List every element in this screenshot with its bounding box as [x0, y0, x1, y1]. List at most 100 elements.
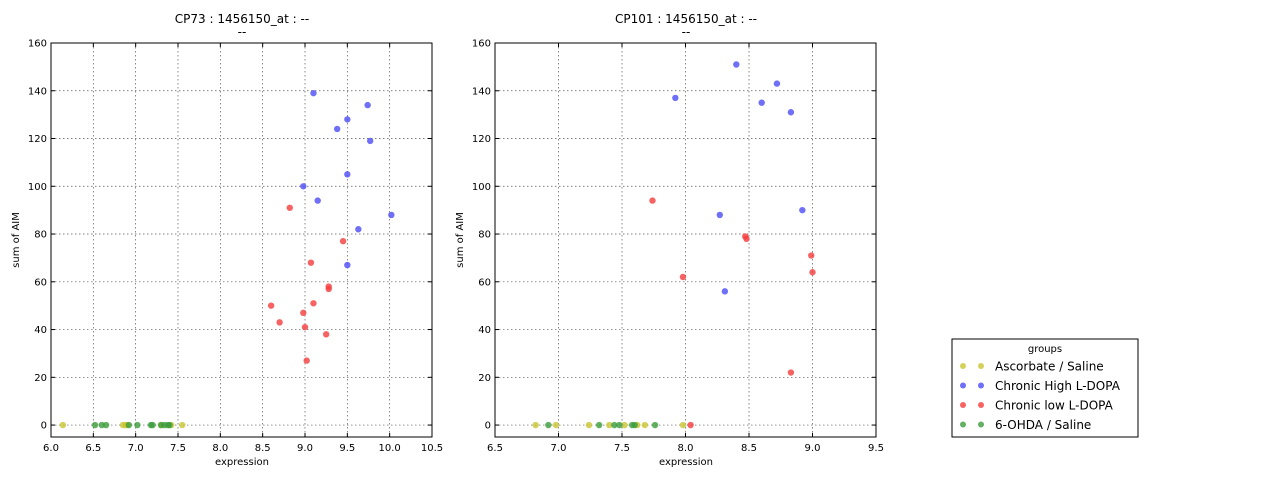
series [91, 421, 173, 429]
data-point [631, 421, 638, 429]
x-tick-label: 9.5 [868, 443, 884, 454]
y-tick-label: 40 [478, 325, 491, 336]
x-axis-label: expression [215, 457, 269, 468]
x-tick-label: 6.0 [43, 443, 59, 454]
legend-label: Chronic High L-DOPA [995, 379, 1121, 393]
y-tick-label: 140 [28, 86, 47, 97]
x-tick-label: 10.5 [421, 443, 443, 454]
data-point [809, 269, 816, 276]
data-point [366, 137, 374, 145]
data-point [733, 61, 740, 68]
data-point [651, 421, 659, 429]
x-tick-label: 7.0 [551, 443, 567, 454]
legend-marker [978, 363, 984, 369]
y-tick-label: 60 [34, 277, 47, 288]
data-point [649, 197, 656, 204]
x-axis-label: expression [659, 457, 713, 468]
data-point [300, 183, 307, 190]
legend-label: Chronic low L-DOPA [995, 399, 1114, 413]
data-point [59, 421, 67, 429]
x-tick-label: 7.0 [128, 443, 144, 454]
x-tick-label: 8.5 [741, 443, 757, 454]
data-point [364, 101, 371, 109]
y-tick-label: 120 [472, 134, 491, 145]
x-tick-label: 8.0 [212, 443, 228, 454]
data-point [616, 421, 623, 429]
y-tick-label: 160 [472, 39, 491, 50]
data-point [545, 421, 552, 429]
data-point [721, 288, 729, 295]
series [300, 89, 395, 269]
data-point [595, 421, 603, 429]
data-point [344, 116, 351, 123]
data-points [59, 89, 395, 429]
x-tick-label: 10.0 [379, 443, 401, 454]
data-point [325, 285, 332, 293]
data-point [787, 369, 795, 376]
data-point [773, 80, 781, 87]
data-point [355, 226, 362, 233]
plot-frame [50, 42, 433, 438]
data-point [333, 125, 341, 133]
legend-marker [978, 382, 984, 389]
ticks: 6.0 6.5 7.0 7.5 8.0 8.5 9.0 9.5 10.0 10.5 0 20 40 60 8… [28, 39, 443, 455]
legend-marker [960, 421, 966, 428]
chart-panel-cp101: CP101 : 1456150_at : -- -- expression su… [455, 12, 884, 468]
data-points [532, 61, 816, 429]
chart-title: CP73 : 1456150_at : -- [175, 12, 309, 26]
y-tick-label: 20 [478, 373, 491, 384]
data-point [310, 89, 317, 97]
series [672, 61, 806, 295]
data-point [672, 94, 679, 102]
y-tick-label: 140 [472, 86, 491, 97]
data-point [339, 237, 347, 245]
y-tick-label: 100 [28, 182, 47, 193]
data-point [102, 421, 110, 429]
x-tick-label: 8.0 [678, 443, 694, 454]
data-point [286, 204, 293, 211]
data-point [179, 421, 186, 429]
legend-marker [978, 421, 984, 428]
y-axis-label: sum of AIM [455, 212, 466, 268]
chart-title: CP101 : 1456150_at : -- [615, 12, 757, 26]
y-tick-label: 80 [478, 230, 491, 241]
data-point [808, 252, 815, 259]
data-point [532, 421, 539, 429]
grid [50, 42, 433, 437]
data-point [322, 331, 330, 338]
legend-frame [951, 338, 1139, 438]
y-tick-label: 0 [485, 421, 491, 432]
data-point [300, 309, 307, 317]
y-tick-label: 160 [28, 39, 47, 50]
y-axis-label: sum of AIM [11, 212, 22, 268]
data-point [310, 300, 317, 307]
data-point [125, 421, 133, 429]
data-point [344, 171, 351, 178]
x-tick-label: 7.5 [170, 443, 186, 454]
legend-marker [960, 402, 966, 408]
legend-item: 6-OHDA / Saline [960, 418, 1091, 432]
data-point [134, 421, 141, 429]
data-point [606, 421, 613, 429]
data-point [679, 273, 687, 281]
data-point [611, 421, 618, 429]
chart-subtitle: -- [682, 25, 691, 39]
data-point [301, 323, 309, 331]
x-tick-label: 6.5 [85, 443, 101, 454]
legend-label: Ascorbate / Saline [995, 360, 1104, 374]
x-tick-label: 8.5 [255, 443, 271, 454]
data-point [267, 302, 275, 309]
data-point [149, 421, 156, 429]
legend-item: Chronic High L-DOPA [960, 379, 1121, 393]
legend-label: 6-OHDA / Saline [995, 418, 1091, 432]
data-point [758, 99, 765, 106]
chart-panel-cp73: CP73 : 1456150_at : -- -- expression sum… [11, 12, 443, 468]
data-point [621, 421, 628, 429]
data-point [276, 319, 283, 326]
y-tick-label: 100 [472, 182, 491, 193]
data-point [303, 357, 310, 364]
y-tick-label: 20 [34, 373, 47, 384]
data-point [307, 259, 315, 266]
legend-item: Ascorbate / Saline [960, 360, 1104, 374]
grid [494, 42, 877, 437]
